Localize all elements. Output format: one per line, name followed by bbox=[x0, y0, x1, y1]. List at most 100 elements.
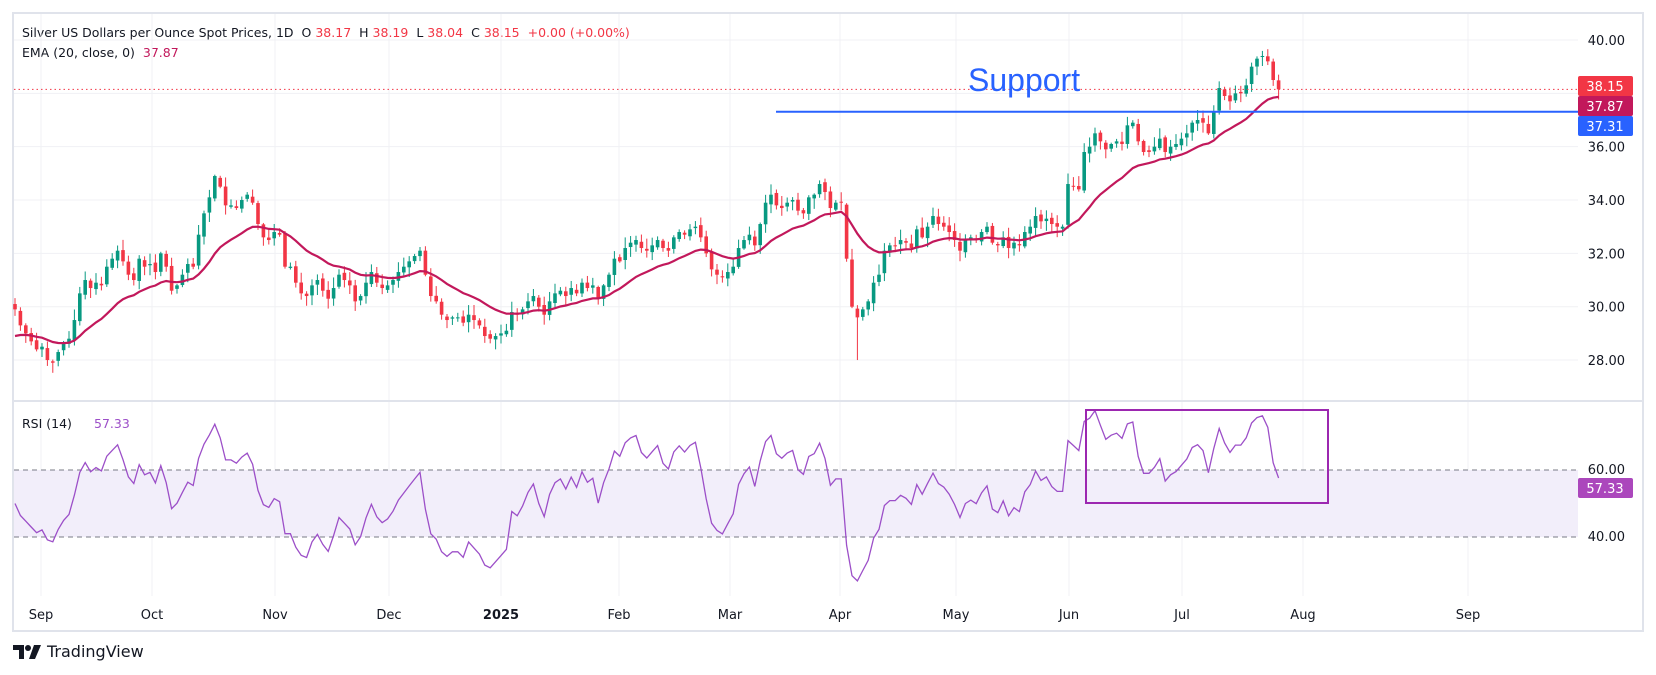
price-badges: 38.15 37.87 37.31 57.33 bbox=[1578, 76, 1633, 498]
candle-down bbox=[920, 217, 924, 239]
candle-down bbox=[564, 286, 568, 307]
candle-up bbox=[693, 221, 698, 235]
rsi-badge bbox=[1578, 478, 1633, 498]
rsi-highlight-box[interactable] bbox=[1085, 409, 1329, 504]
candle-body bbox=[688, 229, 692, 237]
candle-up bbox=[742, 236, 746, 250]
candle-body bbox=[747, 234, 752, 241]
candle-up bbox=[558, 287, 563, 297]
candle-up bbox=[812, 193, 816, 209]
support-label[interactable]: Support bbox=[968, 62, 1080, 98]
candle-down bbox=[1050, 212, 1054, 234]
candle-body bbox=[337, 274, 341, 287]
candle-body bbox=[283, 233, 287, 267]
candle-body bbox=[763, 202, 768, 225]
candle-body bbox=[164, 253, 168, 267]
candle-down bbox=[1163, 135, 1167, 158]
chart-frame bbox=[12, 12, 1644, 632]
candle-up bbox=[834, 200, 838, 212]
time-tick-label: Sep bbox=[1456, 608, 1481, 623]
candle-body bbox=[299, 282, 303, 294]
candle-up bbox=[758, 222, 762, 254]
candle-down bbox=[1006, 227, 1011, 259]
time-tick-label: Mar bbox=[718, 608, 743, 623]
candle-body bbox=[807, 197, 811, 214]
candle-body bbox=[391, 280, 395, 285]
candle-body bbox=[650, 245, 654, 253]
candle-up bbox=[213, 174, 217, 202]
candle-down bbox=[753, 230, 757, 251]
candle-up bbox=[391, 276, 395, 293]
candle-up bbox=[510, 301, 514, 337]
candle-up bbox=[1174, 134, 1178, 150]
candle-up bbox=[245, 192, 249, 202]
candle-down bbox=[353, 279, 357, 311]
candle-body bbox=[925, 226, 930, 239]
time-tick-label: Jul bbox=[1173, 608, 1190, 623]
candle-body bbox=[580, 282, 584, 294]
candle-down bbox=[256, 200, 260, 230]
candle-up bbox=[196, 224, 201, 270]
candle-body bbox=[1222, 89, 1227, 97]
candle-body bbox=[526, 301, 530, 309]
candle-body bbox=[277, 232, 282, 235]
candle-down bbox=[218, 175, 222, 189]
candle-up bbox=[769, 184, 773, 214]
candle-body bbox=[1131, 122, 1135, 127]
candle-down bbox=[596, 285, 600, 305]
candle-up bbox=[931, 207, 935, 229]
ema-line bbox=[14, 95, 1279, 345]
candle-down bbox=[699, 217, 703, 243]
candle-up bbox=[1260, 50, 1265, 66]
candles bbox=[13, 49, 1281, 373]
candle-body bbox=[423, 250, 428, 275]
candle-body bbox=[126, 261, 131, 275]
candle-body bbox=[898, 240, 903, 245]
candle-up bbox=[180, 269, 185, 288]
candle-body bbox=[1233, 93, 1238, 101]
tradingview-logo[interactable]: TradingView bbox=[13, 642, 144, 661]
candle-up bbox=[466, 305, 471, 333]
candle-body bbox=[375, 273, 379, 283]
candle-up bbox=[364, 272, 368, 304]
candle-up bbox=[40, 343, 44, 357]
candle-up bbox=[331, 277, 336, 306]
candle-down bbox=[1017, 234, 1022, 252]
candle-body bbox=[94, 282, 98, 290]
candle-body bbox=[1158, 138, 1162, 149]
candle-up bbox=[1244, 78, 1248, 97]
candle-down bbox=[1055, 215, 1059, 238]
rsi-legend-value: 57.33 bbox=[94, 416, 130, 431]
candle-body bbox=[769, 194, 773, 205]
rsi-line bbox=[14, 409, 1280, 582]
candle-up bbox=[240, 196, 244, 213]
candle-down bbox=[488, 330, 492, 344]
candle-body bbox=[1206, 123, 1211, 134]
candle-down bbox=[461, 310, 465, 327]
candle-body bbox=[909, 243, 914, 249]
candle-up bbox=[785, 197, 789, 212]
candle-body bbox=[1163, 137, 1167, 153]
candle-up bbox=[747, 226, 752, 245]
candle-down bbox=[24, 323, 28, 343]
candle-up bbox=[866, 299, 870, 316]
candle-body bbox=[434, 295, 438, 302]
last-price-badge bbox=[1578, 76, 1633, 96]
candle-down bbox=[850, 248, 854, 309]
candle-down bbox=[191, 257, 195, 270]
candle-up bbox=[871, 276, 876, 312]
candle-up bbox=[1212, 105, 1216, 139]
candle-body bbox=[353, 285, 357, 302]
candle-body bbox=[601, 285, 606, 299]
candle-down bbox=[434, 286, 438, 304]
candle-body bbox=[1050, 217, 1054, 225]
candle-body bbox=[51, 361, 55, 363]
candle-body bbox=[893, 245, 897, 247]
candle-body bbox=[105, 266, 109, 285]
price-tick-label: 32.00 bbox=[1588, 247, 1625, 262]
candle-down bbox=[483, 318, 487, 343]
candle-body bbox=[839, 201, 843, 203]
candle-up bbox=[985, 222, 989, 235]
candle-body bbox=[1006, 236, 1011, 249]
